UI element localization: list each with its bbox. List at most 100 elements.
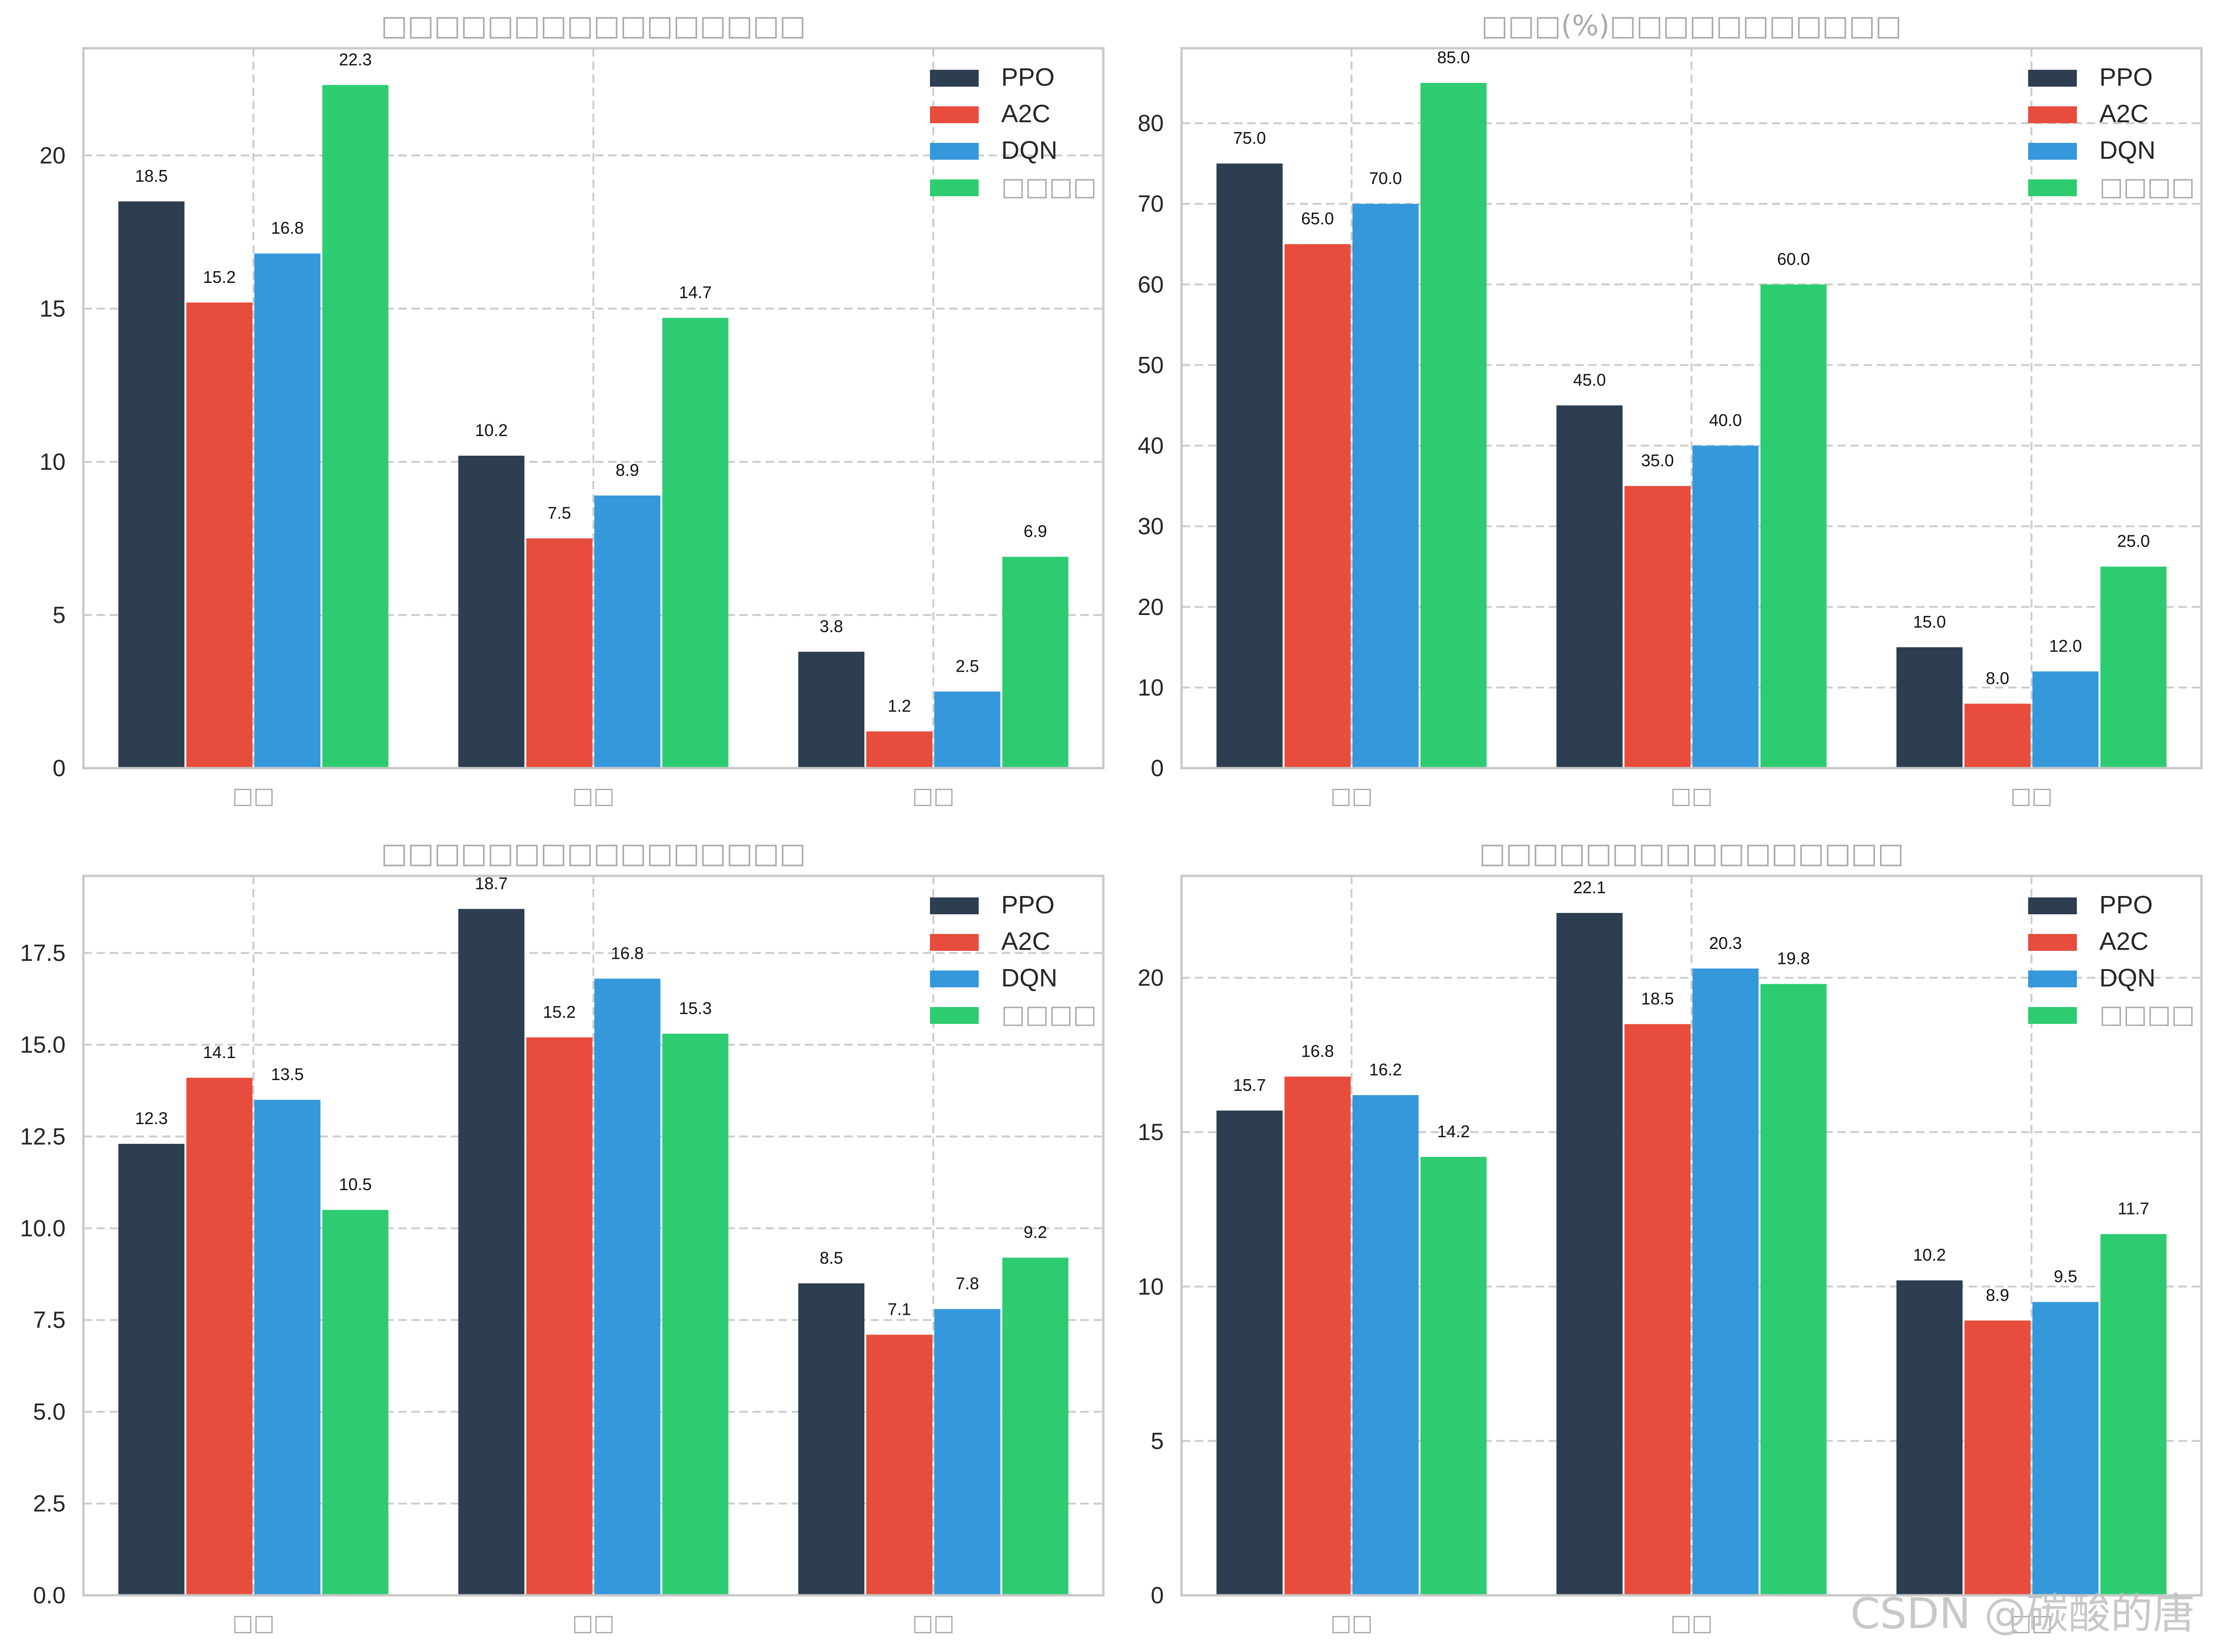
bar-value-label: 70.0 xyxy=(1369,169,1402,188)
bar-ppo-1 xyxy=(1216,1111,1283,1595)
x-tick-label: □□ xyxy=(232,1610,275,1636)
bar-a2c-1 xyxy=(186,302,253,768)
bar-ours-2 xyxy=(662,1033,729,1595)
bar-dqn-1 xyxy=(1352,1095,1419,1595)
bar-value-label: 14.1 xyxy=(203,1043,236,1062)
legend-label-ours: □□□□ xyxy=(2099,1000,2195,1029)
bar-value-label: 6.9 xyxy=(1024,522,1047,541)
y-tick-label: 5 xyxy=(1151,1428,1164,1454)
bar-ppo-1 xyxy=(118,201,185,769)
bar-value-label: 10.5 xyxy=(339,1175,372,1194)
bar-value-label: 8.0 xyxy=(1986,668,2009,688)
legend-swatch-dqn xyxy=(930,143,979,160)
bar-ours-1 xyxy=(322,85,389,768)
legend-label-a2c: A2C xyxy=(1001,927,1050,956)
x-tick-label: □□ xyxy=(1330,1610,1373,1636)
legend-swatch-dqn xyxy=(930,970,979,987)
bar-value-label: 60.0 xyxy=(1777,249,1810,268)
bar-value-label: 2.5 xyxy=(956,656,979,675)
legend-label-ours: □□□□ xyxy=(1001,172,1097,201)
bar-value-label: 19.8 xyxy=(1777,949,1810,968)
legend-swatch-ours xyxy=(2028,1007,2077,1024)
chart-title: □□□(%)□□□□□□□□□□□ xyxy=(1481,9,1902,42)
legend-swatch-a2c xyxy=(2028,106,2077,123)
bar-value-label: 16.8 xyxy=(1301,1041,1334,1060)
chart-title: □□□□□□□□□□□□□□□□ xyxy=(381,9,806,42)
bar-dqn-1 xyxy=(254,1100,320,1595)
y-tick-label: 15 xyxy=(1138,1119,1164,1145)
legend-label-ppo: PPO xyxy=(2099,891,2153,919)
bar-value-label: 14.2 xyxy=(1437,1122,1470,1141)
x-tick-label: □□ xyxy=(1670,1610,1713,1636)
legend-swatch-ours xyxy=(2028,179,2077,196)
legend-swatch-ppo xyxy=(930,70,979,87)
bar-dqn-1 xyxy=(1352,204,1419,768)
bar-value-label: 11.7 xyxy=(2118,1199,2149,1218)
bar-ours-2 xyxy=(1760,984,1827,1595)
y-tick-label: 10.0 xyxy=(20,1215,66,1241)
bar-value-label: 8.9 xyxy=(1986,1285,2009,1304)
x-tick-label: □□ xyxy=(232,783,275,809)
bar-dqn-2 xyxy=(1692,445,1759,768)
bar-value-label: 35.0 xyxy=(1641,451,1674,470)
legend-swatch-ppo xyxy=(2028,897,2077,914)
legend-label-dqn: DQN xyxy=(1001,136,1057,164)
axes-frame xyxy=(82,47,1105,770)
bar-a2c-3 xyxy=(866,731,933,768)
watermark: CSDN @碳酸的唐 xyxy=(1850,1589,2195,1638)
bar-ppo-2 xyxy=(1556,913,1623,1595)
bar-value-label: 15.7 xyxy=(1233,1075,1266,1095)
x-tick-label: □□ xyxy=(2010,1610,2053,1636)
bar-ours-3 xyxy=(2100,1234,2167,1595)
y-tick-label: 15.0 xyxy=(20,1031,66,1058)
bar-ours-3 xyxy=(1002,556,1069,768)
bar-value-label: 10.2 xyxy=(1913,1245,1946,1265)
bar-dqn-3 xyxy=(934,691,1001,768)
legend-label-dqn: DQN xyxy=(1001,964,1057,992)
bar-value-label: 15.0 xyxy=(1913,612,1946,631)
y-tick-label: 40 xyxy=(1138,433,1164,459)
y-tick-label: 12.5 xyxy=(20,1123,66,1149)
bar-ppo-2 xyxy=(1556,405,1623,768)
bar-value-label: 45.0 xyxy=(1573,370,1606,389)
axes-frame xyxy=(1180,47,2203,770)
y-tick-label: 80 xyxy=(1138,110,1164,136)
bar-value-label: 20.3 xyxy=(1709,933,1742,953)
legend-label-ours: □□□□ xyxy=(2099,172,2195,201)
bar-ppo-3 xyxy=(1896,647,1963,768)
legend-label-a2c: A2C xyxy=(1001,100,1050,128)
bar-ppo-2 xyxy=(458,455,525,768)
chart-title: □□□□□□□□□□□□□□□□ xyxy=(1479,837,1904,870)
legend-swatch-ppo xyxy=(2028,70,2077,87)
legend-label-a2c: A2C xyxy=(2099,927,2149,956)
y-tick-label: 30 xyxy=(1138,513,1164,540)
bar-dqn-1 xyxy=(254,253,320,768)
y-tick-label: 10 xyxy=(39,449,66,475)
legend-label-ppo: PPO xyxy=(1001,891,1055,919)
legend-swatch-dqn xyxy=(2028,970,2077,987)
x-tick-label: □□ xyxy=(1330,783,1373,809)
bar-ours-3 xyxy=(2100,566,2167,768)
bar-a2c-2 xyxy=(1624,486,1691,768)
legend-label-dqn: DQN xyxy=(2099,964,2156,992)
legend-swatch-a2c xyxy=(930,934,979,951)
bar-ours-1 xyxy=(1420,83,1487,769)
x-tick-label: □□ xyxy=(572,1610,615,1636)
y-tick-label: 0 xyxy=(1151,1582,1164,1608)
x-tick-label: □□ xyxy=(1670,783,1713,809)
y-tick-label: 10 xyxy=(1138,1274,1164,1300)
bar-value-label: 75.0 xyxy=(1233,128,1266,148)
bar-a2c-3 xyxy=(1964,704,2031,768)
axes-frame xyxy=(1180,874,2203,1597)
bar-value-label: 8.9 xyxy=(616,460,639,480)
x-tick-label: □□ xyxy=(2010,783,2053,809)
bar-value-label: 10.2 xyxy=(475,421,508,440)
y-tick-label: 0 xyxy=(1151,755,1164,781)
bar-value-label: 7.1 xyxy=(888,1300,911,1319)
bar-dqn-3 xyxy=(2032,1302,2099,1595)
bar-value-label: 7.8 xyxy=(956,1274,979,1293)
bar-value-label: 15.2 xyxy=(203,267,236,287)
y-tick-label: 5 xyxy=(52,602,66,628)
bar-value-label: 7.5 xyxy=(548,503,571,522)
